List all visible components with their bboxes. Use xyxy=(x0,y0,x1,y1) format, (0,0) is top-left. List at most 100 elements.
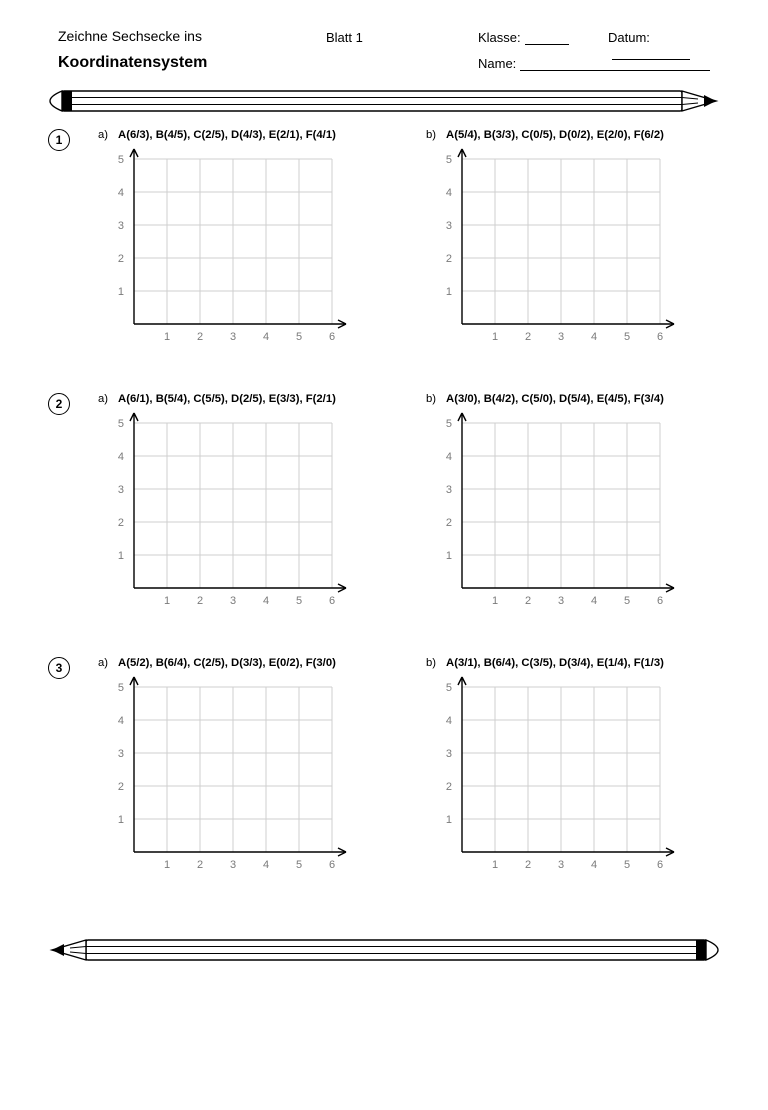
svg-text:1: 1 xyxy=(118,550,124,562)
points-label: b) A(3/0), B(4/2), C(5/0), D(5/4), E(4/5)… xyxy=(426,393,720,405)
points-label: a) A(6/3), B(4/5), C(2/5), D(4/3), E(2/1)… xyxy=(98,129,392,141)
svg-text:3: 3 xyxy=(118,220,124,232)
svg-text:3: 3 xyxy=(446,220,452,232)
worksheet: Zeichne Sechsecke ins Blatt 1 Klasse: Da… xyxy=(0,0,768,996)
klasse-field: Klasse: xyxy=(478,30,569,45)
svg-text:5: 5 xyxy=(446,154,452,166)
pencil-divider-top xyxy=(48,90,720,117)
svg-text:2: 2 xyxy=(446,781,452,793)
svg-text:5: 5 xyxy=(446,682,452,694)
svg-text:2: 2 xyxy=(525,859,531,871)
svg-text:5: 5 xyxy=(624,859,630,871)
svg-text:4: 4 xyxy=(118,451,124,463)
subpart-label: a) xyxy=(98,393,108,405)
pencil-icon xyxy=(48,939,720,961)
points-label: b)A(3/1), B(6/4), C(3/5), D(3/4), E(1/4)… xyxy=(426,657,720,669)
svg-text:4: 4 xyxy=(446,715,452,727)
coordinate-grid: 12345612345 xyxy=(426,147,720,383)
svg-text:1: 1 xyxy=(492,331,498,343)
problem-number-badge: 1 xyxy=(48,129,70,151)
name-label: Name: xyxy=(478,56,516,71)
svg-text:2: 2 xyxy=(446,253,452,265)
svg-text:3: 3 xyxy=(446,748,452,760)
points-text: A(3/0), B(4/2), C(5/0), D(5/4), E(4/5), … xyxy=(446,393,664,405)
svg-text:5: 5 xyxy=(118,154,124,166)
problem-pair: a)A(5/2), B(6/4), C(2/5), D(3/3), E(0/2)… xyxy=(98,657,720,911)
coordinate-grid: 12345612345 xyxy=(426,675,720,911)
points-text: A(6/1), B(5/4), C(5/5), D(2/5), E(3/3), … xyxy=(118,393,336,405)
sheet-number: Blatt 1 xyxy=(326,30,363,45)
svg-text:6: 6 xyxy=(657,331,663,343)
svg-text:4: 4 xyxy=(591,331,597,343)
svg-text:5: 5 xyxy=(624,331,630,343)
grid-block: a)A(5/2), B(6/4), C(2/5), D(3/3), E(0/2)… xyxy=(98,657,392,911)
name-blank[interactable] xyxy=(520,57,710,71)
problem-pair: a) A(6/1), B(5/4), C(5/5), D(2/5), E(3/3)… xyxy=(98,393,720,647)
svg-text:6: 6 xyxy=(657,859,663,871)
grid-block: b)A(3/1), B(6/4), C(3/5), D(3/4), E(1/4)… xyxy=(426,657,720,911)
svg-text:6: 6 xyxy=(329,331,335,343)
svg-text:3: 3 xyxy=(446,484,452,496)
svg-text:2: 2 xyxy=(525,331,531,343)
points-text: A(5/4), B(3/3), C(0/5), D(0/2), E(2/0), … xyxy=(446,129,664,141)
svg-text:2: 2 xyxy=(118,781,124,793)
problem-pair: a) A(6/3), B(4/5), C(2/5), D(4/3), E(2/1)… xyxy=(98,129,720,383)
coordinate-grid: 12345612345 xyxy=(98,147,392,383)
svg-text:5: 5 xyxy=(296,595,302,607)
svg-text:4: 4 xyxy=(591,859,597,871)
svg-text:4: 4 xyxy=(446,451,452,463)
svg-text:2: 2 xyxy=(197,859,203,871)
subpart-label: a) xyxy=(98,129,108,141)
svg-text:3: 3 xyxy=(230,331,236,343)
svg-text:6: 6 xyxy=(657,595,663,607)
svg-text:2: 2 xyxy=(118,517,124,529)
svg-text:3: 3 xyxy=(558,595,564,607)
subpart-label: b) xyxy=(426,393,436,405)
svg-text:2: 2 xyxy=(446,517,452,529)
svg-text:5: 5 xyxy=(446,418,452,430)
svg-text:3: 3 xyxy=(230,595,236,607)
svg-text:1: 1 xyxy=(164,859,170,871)
problem-number-badge: 2 xyxy=(48,393,70,415)
svg-text:5: 5 xyxy=(296,859,302,871)
points-label: b)A(5/4), B(3/3), C(0/5), D(0/2), E(2/0)… xyxy=(426,129,720,141)
coordinate-grid: 12345612345 xyxy=(426,411,720,647)
title-bold: Koordinatensystem xyxy=(58,54,207,72)
svg-text:1: 1 xyxy=(446,286,452,298)
subpart-label: b) xyxy=(426,657,436,669)
svg-text:5: 5 xyxy=(118,682,124,694)
svg-text:5: 5 xyxy=(118,418,124,430)
datum-label: Datum: xyxy=(608,30,650,45)
grid-block: b)A(5/4), B(3/3), C(0/5), D(0/2), E(2/0)… xyxy=(426,129,720,383)
svg-text:4: 4 xyxy=(118,187,124,199)
svg-text:2: 2 xyxy=(118,253,124,265)
klasse-blank[interactable] xyxy=(525,31,569,45)
svg-text:3: 3 xyxy=(230,859,236,871)
name-field: Name: xyxy=(478,56,710,71)
svg-text:4: 4 xyxy=(446,187,452,199)
problem-number-badge: 3 xyxy=(48,657,70,679)
svg-text:6: 6 xyxy=(329,859,335,871)
svg-text:1: 1 xyxy=(446,814,452,826)
svg-text:2: 2 xyxy=(197,331,203,343)
svg-text:1: 1 xyxy=(118,286,124,298)
subpart-label: a) xyxy=(98,657,108,669)
svg-text:4: 4 xyxy=(263,595,269,607)
coordinate-grid: 12345612345 xyxy=(98,411,392,647)
problem-row: 3 a)A(5/2), B(6/4), C(2/5), D(3/3), E(0/2… xyxy=(48,657,720,911)
svg-text:5: 5 xyxy=(624,595,630,607)
grid-block: a) A(6/3), B(4/5), C(2/5), D(4/3), E(2/1)… xyxy=(98,129,392,383)
svg-text:4: 4 xyxy=(591,595,597,607)
title-top: Zeichne Sechsecke ins xyxy=(58,28,202,44)
grid-block: b) A(3/0), B(4/2), C(5/0), D(5/4), E(4/5)… xyxy=(426,393,720,647)
points-text: A(6/3), B(4/5), C(2/5), D(4/3), E(2/1), … xyxy=(118,129,336,141)
svg-text:1: 1 xyxy=(164,595,170,607)
svg-text:3: 3 xyxy=(118,748,124,760)
header: Zeichne Sechsecke ins Blatt 1 Klasse: Da… xyxy=(48,28,720,84)
problem-row: 1 a) A(6/3), B(4/5), C(2/5), D(4/3), E(2/1… xyxy=(48,129,720,383)
points-label: a)A(5/2), B(6/4), C(2/5), D(3/3), E(0/2)… xyxy=(98,657,392,669)
grid-block: a) A(6/1), B(5/4), C(5/5), D(2/5), E(3/3)… xyxy=(98,393,392,647)
svg-text:1: 1 xyxy=(164,331,170,343)
problem-row: 2 a) A(6/1), B(5/4), C(5/5), D(2/5), E(3/3… xyxy=(48,393,720,647)
svg-text:2: 2 xyxy=(197,595,203,607)
